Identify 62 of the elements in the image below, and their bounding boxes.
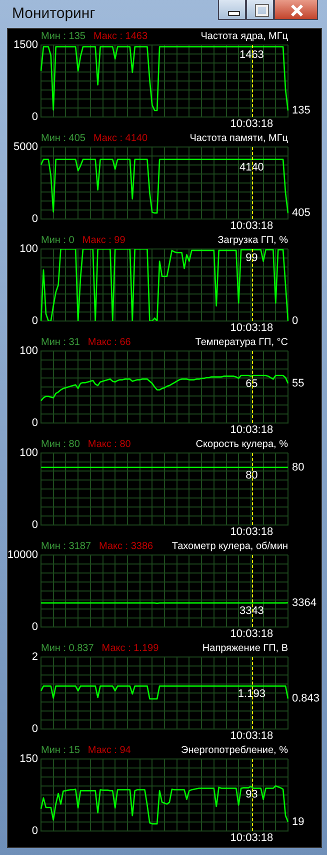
text: 0.843 xyxy=(292,692,320,705)
text: 10:03:18 xyxy=(230,730,274,742)
text: 405 xyxy=(292,207,310,220)
text: 3364 xyxy=(292,596,316,609)
text: 10:03:18 xyxy=(230,220,274,232)
text: 10:03:18 xyxy=(230,526,274,538)
text: Мин : 15 xyxy=(41,744,80,756)
text: Макс : 80 xyxy=(88,438,132,450)
text: Мин : 135 xyxy=(41,30,86,42)
y-tick-label: 1500 xyxy=(14,39,38,52)
text: 10:03:18 xyxy=(230,322,274,334)
text: 10:03:18 xyxy=(230,118,274,130)
y-tick-label: 0 xyxy=(32,825,38,838)
annotation: 4140 xyxy=(239,161,264,174)
annotation: 1.193 xyxy=(238,688,266,700)
y-tick-label: 2 xyxy=(32,651,38,664)
text: Мин : 80 xyxy=(41,438,80,450)
y-tick-label: 0 xyxy=(32,723,38,736)
chart-title: Напряжение ГП, В xyxy=(202,642,288,654)
chart-title: Частота памяти, МГц xyxy=(190,132,288,144)
y-tick-label: 0 xyxy=(32,417,38,430)
text: Мин : 0.837 xyxy=(41,642,94,654)
text: Макс : 1463 xyxy=(93,30,148,42)
chart-title: Температура ГП, °C xyxy=(195,336,288,348)
annotation: 1463 xyxy=(239,48,264,61)
chart-subtitle: Мониторинг xyxy=(12,5,96,22)
text: Мин : 3187 xyxy=(41,540,92,552)
text: 0 xyxy=(292,315,298,328)
text: Макс : 66 xyxy=(88,336,132,348)
text: Мин : 0 xyxy=(41,234,75,246)
chart-title: Загрузка ГП, % xyxy=(218,234,288,246)
text: 55 xyxy=(292,377,304,390)
text: Макс : 94 xyxy=(88,744,132,756)
text: 10:03:18 xyxy=(230,832,274,844)
y-tick-label: 0 xyxy=(32,315,38,328)
chart-title: Скорость кулера, % xyxy=(196,438,288,450)
text: Макс : 1.199 xyxy=(102,642,160,654)
chart-title: Тахометр кулера, об/мин xyxy=(172,540,288,552)
text: Макс : 3386 xyxy=(99,540,154,552)
y-tick-label: 150 xyxy=(20,753,38,766)
text: 19 xyxy=(292,816,304,828)
annotation: 93 xyxy=(246,788,258,800)
y-tick-label: 0 xyxy=(32,213,38,226)
y-tick-label: 10000 xyxy=(7,549,38,562)
text: 10:03:18 xyxy=(230,424,274,436)
y-tick-label: 0 xyxy=(32,621,38,634)
text: 10:03:18 xyxy=(230,628,274,640)
y-tick-label: 0 xyxy=(32,519,38,532)
text: 135 xyxy=(292,104,310,117)
text: Макс : 4140 xyxy=(93,132,148,144)
y-tick-label: 100 xyxy=(20,447,38,460)
text: Мин : 31 xyxy=(41,336,80,348)
y-tick-label: 5000 xyxy=(14,141,38,154)
y-tick-label: 100 xyxy=(20,345,38,358)
y-tick-label: 100 xyxy=(20,243,38,256)
text: Макс : 99 xyxy=(82,234,126,246)
chart-title: Частота ядра, МГц xyxy=(200,30,288,42)
text: Мин : 405 xyxy=(41,132,86,144)
annotation: 3343 xyxy=(239,604,264,617)
y-tick-label: 0 xyxy=(32,111,38,124)
chart-title: Энергопотребление, % xyxy=(181,744,288,756)
text: 80 xyxy=(292,461,304,474)
